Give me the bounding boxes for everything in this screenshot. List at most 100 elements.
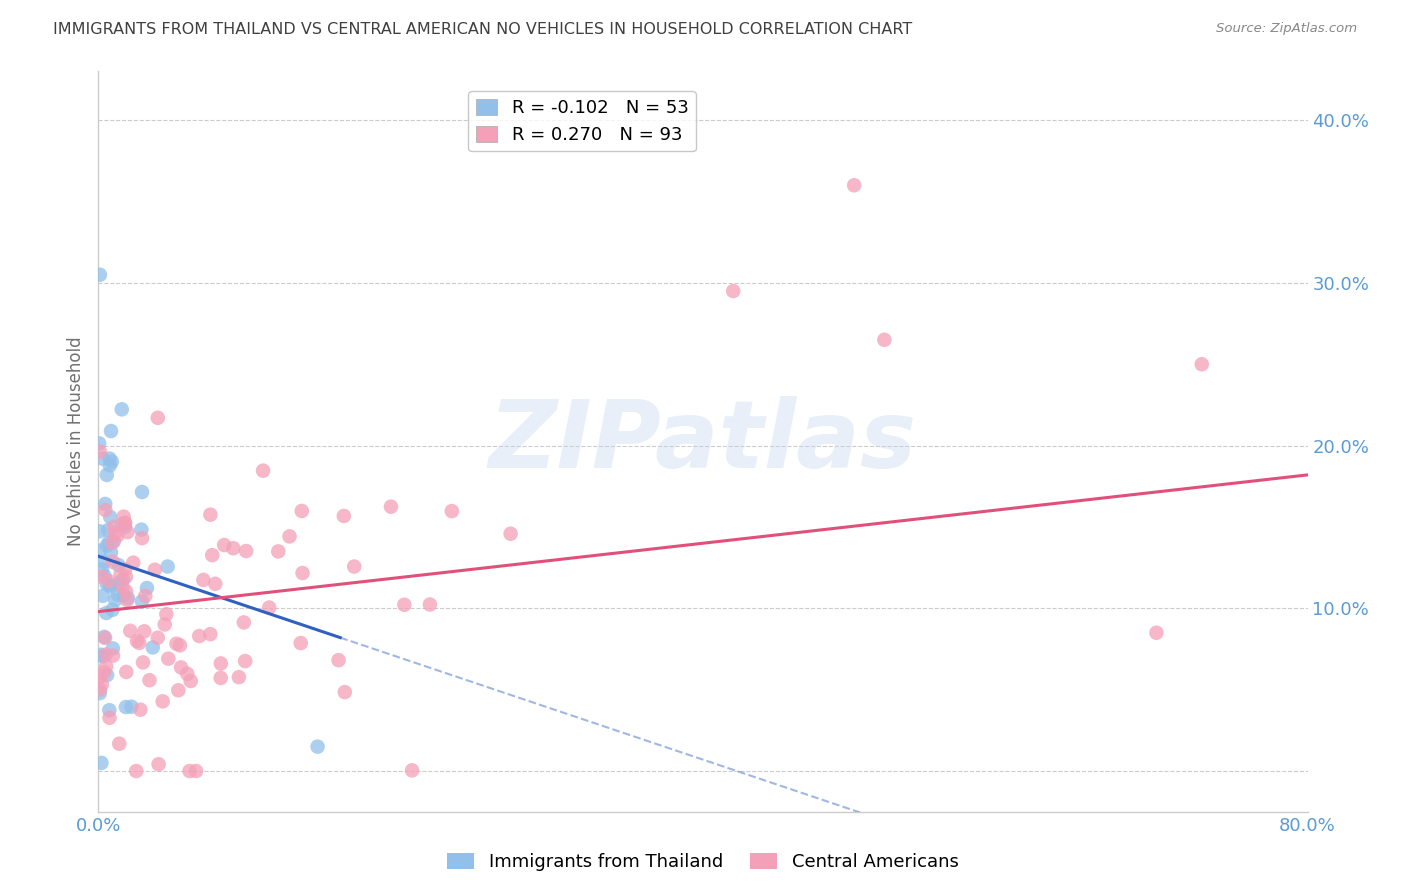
Point [132,656,155,670]
Point [228,670,250,684]
Point [134,589,156,603]
Point [112,509,135,524]
Point [103,520,125,534]
Point [89,670,111,684]
Point [90,570,112,584]
Point [131,485,153,500]
Legend: R = -0.102   N = 53, R = 0.270   N = 93: R = -0.102 N = 53, R = 0.270 N = 93 [468,92,696,152]
Point [128,636,150,650]
Point [98,711,121,725]
Point [98,451,121,466]
Point [440,504,463,518]
Point [291,566,314,580]
Point [259,600,281,615]
Point [101,603,124,617]
Point [115,570,138,584]
Point [114,516,136,530]
Point [107,588,129,602]
Point [222,541,245,556]
Point [148,757,170,772]
Point [101,454,124,468]
Point [212,538,235,552]
Point [91,562,114,576]
Point [204,576,226,591]
Point [89,436,111,450]
Point [122,556,145,570]
Point [91,649,114,664]
Point [155,607,177,622]
Point [267,544,290,558]
Point [96,467,118,482]
Point [96,606,118,620]
Point [499,526,522,541]
Point [394,598,416,612]
Point [157,651,180,665]
Point [110,517,132,532]
Text: ZIPatlas: ZIPatlas [489,395,917,488]
Point [167,683,190,698]
Point [89,682,111,697]
Point [107,558,129,573]
Point [114,562,136,576]
Point [170,660,193,674]
Point [146,631,169,645]
Point [93,555,115,569]
Point [94,648,117,662]
Point [89,524,111,539]
Point [129,703,152,717]
Point [307,739,329,754]
Point [93,569,115,583]
Point [166,637,188,651]
Point [100,545,122,559]
Point [200,508,222,522]
Point [291,504,314,518]
Point [138,673,160,688]
Point [115,584,138,599]
Point [131,594,153,608]
Point [131,523,153,537]
Point [93,665,115,680]
Text: IMMIGRANTS FROM THAILAND VS CENTRAL AMERICAN NO VEHICLES IN HOUSEHOLD CORRELATIO: IMMIGRANTS FROM THAILAND VS CENTRAL AMER… [53,22,912,37]
Point [97,574,120,588]
Point [235,544,257,558]
Point [114,520,136,534]
Point [232,615,254,630]
Point [873,333,896,347]
Point [93,630,115,644]
Point [104,526,127,541]
Point [97,523,120,537]
Point [328,653,350,667]
Point [844,178,866,193]
Legend: Immigrants from Thailand, Central Americans: Immigrants from Thailand, Central Americ… [440,846,966,879]
Point [401,764,423,778]
Point [100,580,122,594]
Point [111,580,134,594]
Point [96,659,118,673]
Point [114,516,136,530]
Point [112,588,135,602]
Point [333,685,356,699]
Point [115,700,138,714]
Point [176,666,198,681]
Point [125,634,148,648]
Point [108,737,131,751]
Point [89,268,111,282]
Point [94,503,117,517]
Point [98,703,121,717]
Point [136,581,159,595]
Point [169,638,191,652]
Point [94,631,117,645]
Point [90,677,112,691]
Point [188,629,211,643]
Point [97,535,120,549]
Point [89,543,111,558]
Point [100,424,122,438]
Point [94,497,117,511]
Point [115,593,138,607]
Point [110,567,132,582]
Point [290,636,312,650]
Point [101,641,124,656]
Point [419,598,441,612]
Point [278,529,301,543]
Point [153,617,176,632]
